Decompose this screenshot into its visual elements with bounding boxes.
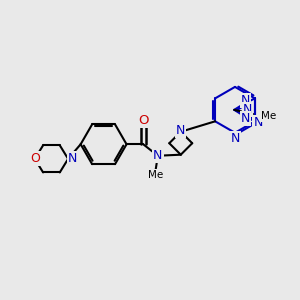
Text: O: O (30, 152, 40, 165)
Text: N: N (243, 103, 252, 116)
Text: O: O (138, 114, 148, 127)
Text: Me: Me (261, 111, 277, 121)
Text: N: N (253, 116, 263, 129)
Text: N: N (230, 131, 240, 145)
Text: N: N (153, 149, 163, 162)
Text: N: N (241, 112, 250, 125)
Text: Me: Me (148, 169, 164, 179)
Text: N: N (241, 94, 250, 107)
Text: N: N (68, 152, 77, 165)
Text: N: N (176, 124, 185, 137)
